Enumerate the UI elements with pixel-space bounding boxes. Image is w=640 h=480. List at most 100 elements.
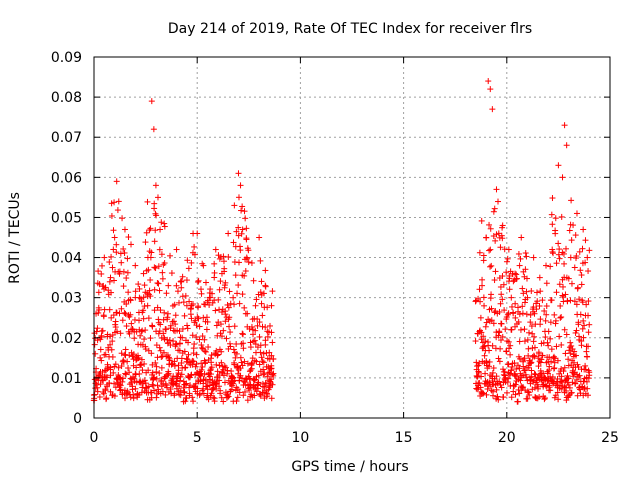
data-point: [551, 364, 558, 371]
x-tick-label: 15: [395, 430, 413, 446]
data-point: [213, 361, 220, 368]
data-point: [204, 297, 211, 304]
data-point: [168, 270, 175, 277]
data-point: [541, 396, 548, 403]
data-point: [487, 295, 494, 302]
data-point: [527, 319, 534, 326]
data-point: [499, 224, 506, 231]
data-point: [207, 286, 214, 293]
data-point: [530, 352, 537, 359]
data-point: [569, 379, 576, 386]
data-point: [135, 317, 142, 324]
data-point: [580, 317, 587, 324]
data-point: [121, 249, 128, 256]
data-point: [103, 396, 110, 403]
data-point: [262, 267, 269, 274]
data-point: [560, 250, 567, 257]
data-point: [478, 373, 485, 380]
data-point: [215, 296, 222, 303]
data-point: [499, 235, 506, 242]
data-point: [265, 370, 272, 377]
data-point: [196, 323, 203, 330]
data-point: [570, 222, 577, 229]
data-point: [141, 377, 148, 384]
data-point: [536, 274, 543, 281]
data-point: [205, 396, 212, 403]
data-point: [528, 287, 535, 294]
data-point: [203, 314, 210, 321]
data-point: [482, 323, 489, 330]
data-point: [185, 339, 192, 346]
data-point: [195, 315, 202, 322]
data-point: [99, 377, 106, 384]
y-tick-label: 0.06: [51, 170, 82, 186]
data-point: [582, 366, 589, 373]
y-tick-label: 0.07: [51, 130, 82, 146]
data-point: [516, 365, 523, 372]
data-point: [257, 349, 264, 356]
data-point: [117, 250, 124, 257]
data-point: [573, 210, 580, 217]
data-point: [262, 387, 269, 394]
data-point: [184, 322, 191, 329]
x-tick-label: 0: [90, 430, 99, 446]
data-point: [238, 359, 245, 366]
data-point: [548, 346, 555, 353]
data-point: [531, 310, 538, 317]
data-point: [237, 354, 244, 361]
data-point: [531, 353, 538, 360]
data-point: [179, 334, 186, 341]
data-point: [507, 342, 514, 349]
data-point: [558, 341, 565, 348]
data-point: [198, 341, 205, 348]
data-point: [482, 338, 489, 345]
data-point: [201, 348, 208, 355]
data-point: [231, 301, 238, 308]
data-point: [262, 324, 269, 331]
data-point: [553, 289, 560, 296]
data-point: [184, 325, 191, 332]
data-point: [165, 354, 172, 361]
data-point: [585, 298, 592, 305]
data-point: [109, 338, 116, 345]
data-point: [163, 290, 170, 297]
data-point: [493, 186, 500, 193]
y-tick-label: 0.04: [51, 251, 82, 267]
data-point: [264, 373, 271, 380]
data-point: [235, 170, 242, 177]
data-point: [582, 237, 589, 244]
data-point: [247, 339, 254, 346]
data-point: [516, 311, 523, 318]
data-point: [126, 369, 133, 376]
data-point: [492, 237, 499, 244]
data-point: [524, 275, 531, 282]
data-point: [503, 389, 510, 396]
data-point: [251, 377, 258, 384]
data-point: [256, 333, 263, 340]
data-point: [490, 208, 497, 215]
data-point: [490, 320, 497, 327]
data-point: [541, 307, 548, 314]
data-point: [156, 287, 163, 294]
data-point: [584, 254, 591, 261]
data-point: [572, 255, 579, 262]
data-point: [223, 335, 230, 342]
data-point: [188, 259, 195, 266]
data-point: [183, 395, 190, 402]
data-point: [197, 286, 204, 293]
data-point: [110, 277, 117, 284]
data-point: [476, 286, 483, 293]
data-point: [195, 304, 202, 311]
data-point: [535, 349, 542, 356]
data-point: [115, 198, 122, 205]
data-point: [476, 249, 483, 256]
data-point: [208, 390, 215, 397]
data-point: [138, 356, 145, 363]
data-point: [509, 270, 516, 277]
data-point: [544, 339, 551, 346]
data-point: [194, 278, 201, 285]
data-point: [529, 386, 536, 393]
data-point: [251, 392, 258, 399]
data-point: [192, 317, 199, 324]
data-point: [181, 348, 188, 355]
